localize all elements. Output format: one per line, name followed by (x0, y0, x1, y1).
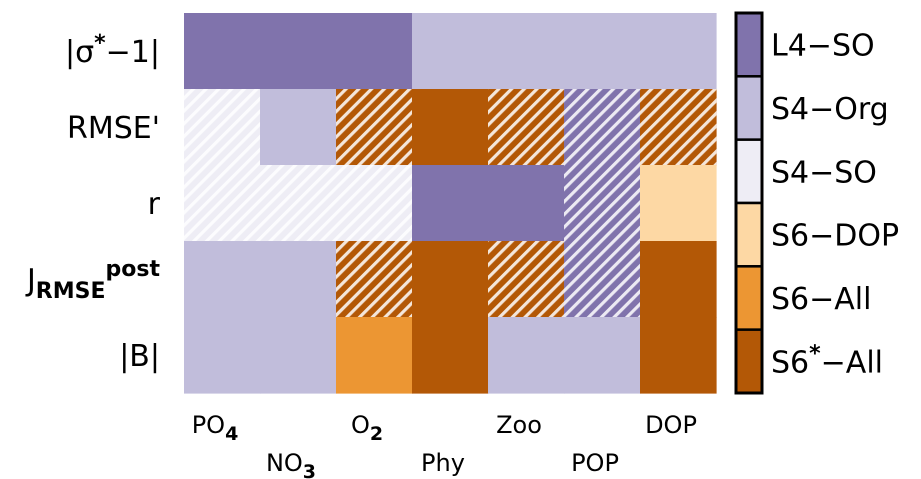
legend-label: S6*−All (771, 341, 883, 380)
heatmap-cell-JRMSEpost-DOP (640, 241, 717, 318)
column-label-Phy: Phy (421, 449, 465, 477)
row-label: |σ*−1| (65, 31, 160, 70)
legend-label: S4−Org (771, 92, 889, 127)
heatmap-cell-hatch (564, 89, 641, 166)
row-label: |B| (119, 339, 160, 374)
legend-swatch-S4SO (734, 138, 764, 205)
row-label: r (148, 187, 161, 222)
heatmap-cell-RMSE-NO3 (260, 89, 337, 166)
heatmap-cell-1-POP (564, 13, 641, 90)
column-label-NO3: NO3 (266, 449, 316, 479)
heatmap-cell-JRMSEpost-NO3 (260, 241, 337, 318)
heatmap-cell-JRMSEpost-Phy (412, 241, 489, 318)
legend-label: L4−SO (771, 29, 875, 64)
legend-swatch-S6DOP (734, 201, 764, 268)
legend-label: S4−SO (771, 155, 877, 190)
heatmap-cell-B-O2 (336, 317, 413, 394)
heatmap-cell-1-O2 (336, 13, 413, 90)
heatmap-cell-hatch (488, 89, 565, 166)
heatmap-cell-r-DOP (640, 165, 717, 242)
heatmap-cell-1-PO4 (184, 13, 261, 90)
column-label-Zoo: Zoo (496, 411, 542, 439)
heatmap-cell-B-PO4 (184, 317, 261, 394)
legend-swatch-S4Org (734, 75, 764, 141)
heatmap-cell-hatch (488, 241, 565, 318)
heatmap-cell-B-DOP (640, 317, 717, 394)
heatmap-cell-B-Phy (412, 317, 489, 394)
heatmap-cell-hatch (336, 165, 413, 242)
legend-swatch-L4SO (734, 11, 764, 78)
column-label-PO4: PO4 (192, 411, 239, 445)
heatmap-cell-JRMSEpost-PO4 (184, 241, 261, 318)
heatmap-cell-hatch (184, 165, 261, 242)
heatmap-cell-hatch (260, 165, 337, 242)
heatmap-cell-r-Phy (412, 165, 489, 242)
row-label: JRMSEpost (25, 257, 161, 304)
legend-frame (734, 11, 764, 395)
heatmap-cell-1-NO3 (260, 13, 337, 90)
column-label-O2: O2 (351, 411, 383, 445)
column-label-POP: POP (571, 449, 619, 477)
heatmap-cell-1-Phy (412, 13, 489, 90)
legend-label: S6−DOP (771, 219, 899, 254)
heatmap-cells (184, 13, 717, 394)
legend-label: S6−All (771, 282, 871, 317)
heatmap-cell-hatch (336, 89, 413, 166)
row-label: RMSE' (67, 111, 160, 146)
column-label-DOP: DOP (645, 411, 697, 439)
heatmap-cell-hatch (336, 241, 413, 318)
heatmap-cell-B-NO3 (260, 317, 337, 394)
legend-swatch-S6 (734, 328, 764, 395)
heatmap-cell-B-Zoo (488, 317, 565, 394)
legend-swatch-S6All (734, 265, 764, 331)
heatmap-cell-hatch (640, 89, 717, 166)
heatmap-cell-hatch (564, 165, 641, 242)
heatmap-cell-hatch (184, 89, 261, 166)
heatmap-cell-r-Zoo (488, 165, 565, 242)
heatmap-cell-1-Zoo (488, 13, 565, 90)
column-labels: PO4 NO3 O2 Phy Zoo POP DOP (192, 411, 697, 479)
heatmap-cell-1-DOP (640, 13, 717, 90)
legend: L4−SO S4−Org S4−SO S6−DOP S6−All S6*−All (734, 11, 899, 395)
heatmap-cell-B-POP (564, 317, 641, 394)
heatmap-cell-RMSE-Phy (412, 89, 489, 166)
heatmap-cell-hatch (564, 241, 641, 318)
row-labels: |σ*−1| RMSE' r JRMSEpost |B| (25, 31, 161, 374)
